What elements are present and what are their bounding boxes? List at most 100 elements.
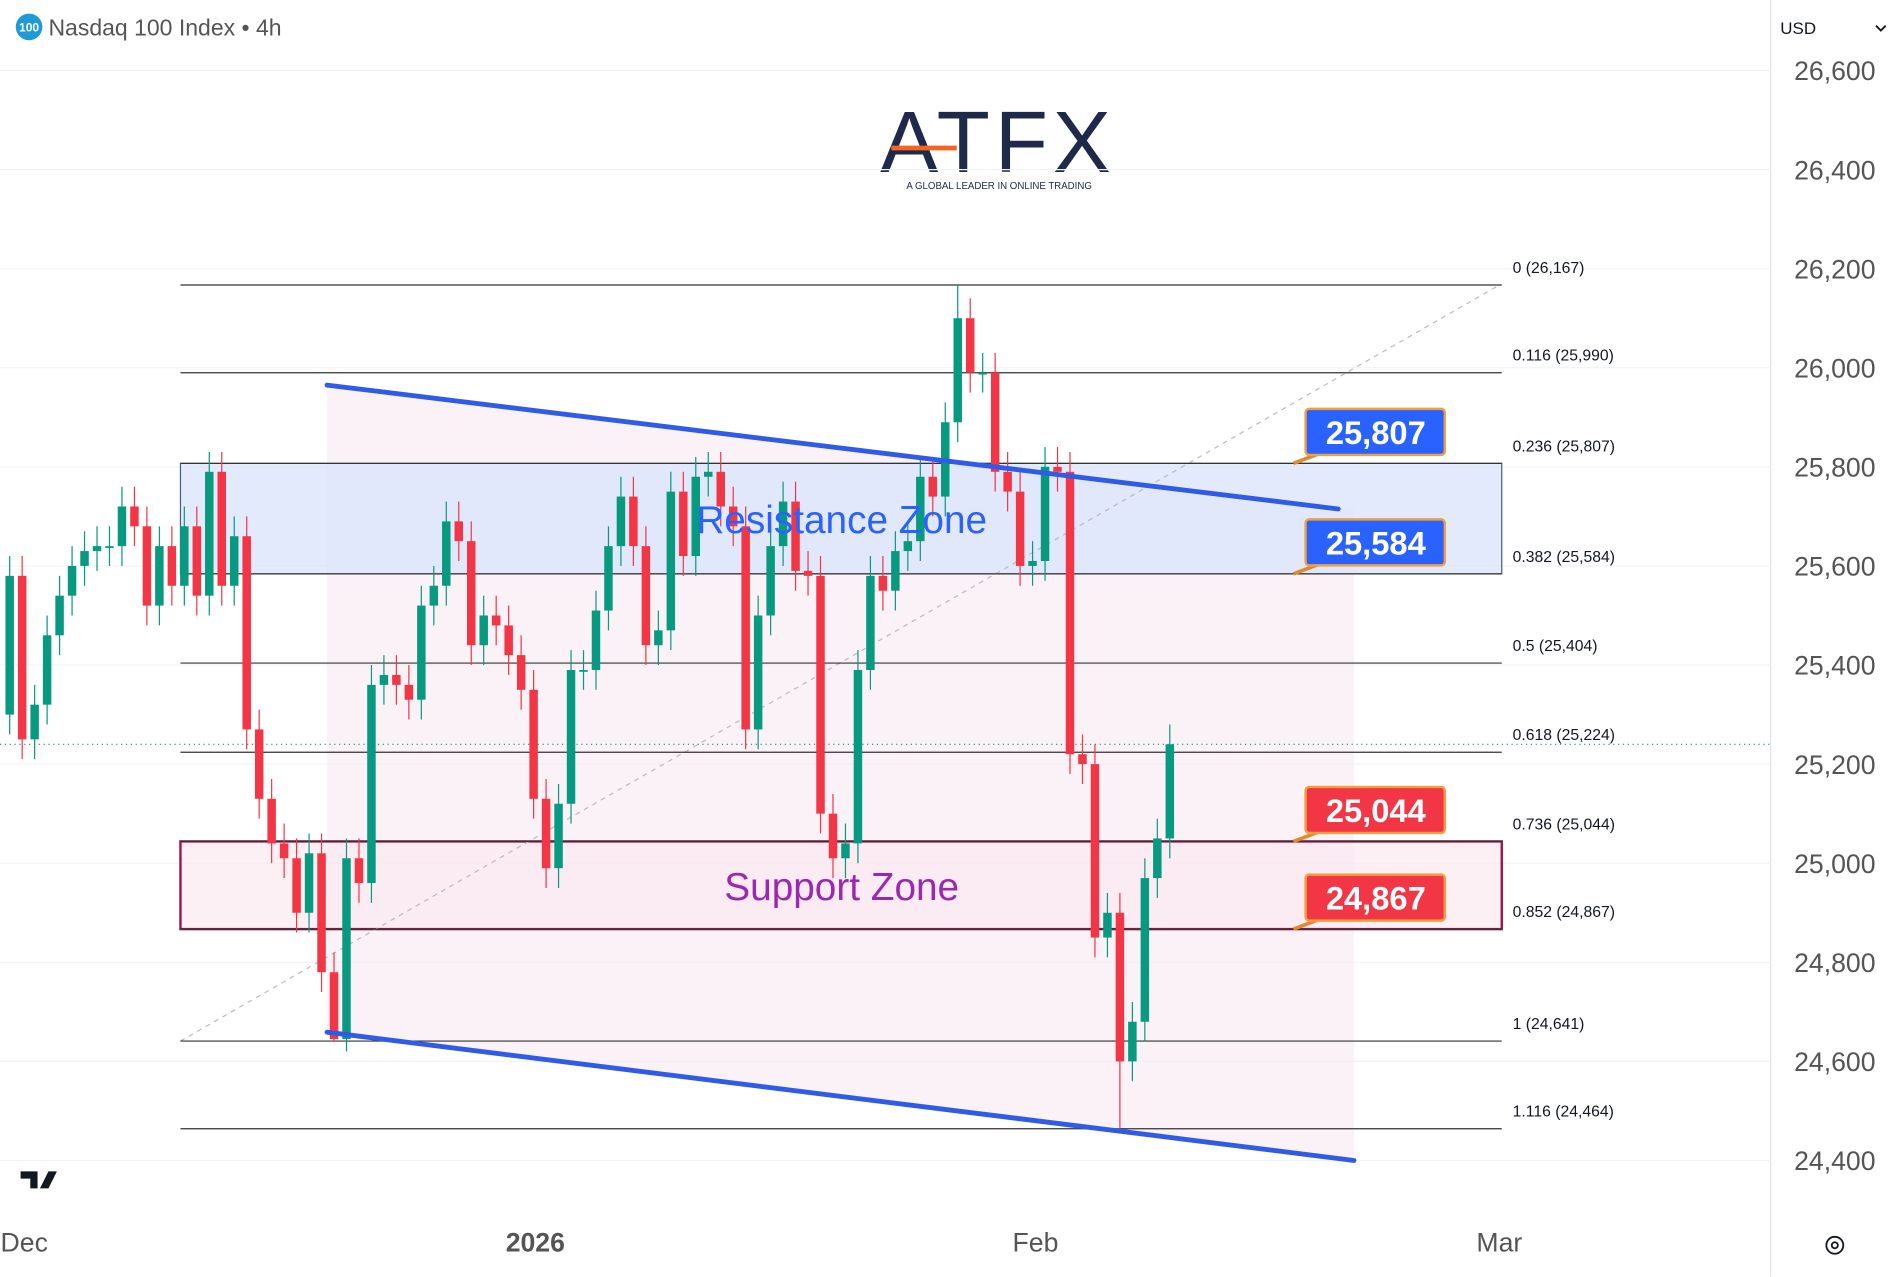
candle-body: [516, 655, 526, 690]
candle-body: [1140, 878, 1150, 1022]
fib-label: 0.382 (25,584): [1513, 549, 1615, 566]
candle-body: [1003, 471, 1012, 492]
candle-body: [741, 526, 750, 730]
fib-label: 1 (24,641): [1513, 1016, 1585, 1033]
fib-label: 0.736 (25,044): [1513, 816, 1615, 833]
fib-label: 1.116 (24,464): [1513, 1104, 1614, 1121]
candle-body: [42, 635, 52, 705]
candle-body: [479, 615, 488, 646]
candle-body: [466, 541, 476, 646]
candle-body: [429, 585, 439, 606]
candle-body: [866, 575, 875, 670]
candle-body: [279, 843, 289, 859]
fib-label: 0.236 (25,807): [1513, 438, 1615, 455]
candle-body: [242, 536, 251, 730]
candle-body: [417, 605, 426, 700]
candle-body: [891, 551, 900, 591]
price-tag: [1304, 407, 1447, 457]
candle-body: [916, 476, 925, 542]
candle-body: [666, 491, 676, 631]
candle-body: [1065, 471, 1075, 755]
candle-body: [1128, 1021, 1137, 1062]
candle-body: [728, 506, 738, 527]
fib-label: 0 (26,167): [1513, 260, 1585, 277]
y-tick-label: 24,800: [1794, 948, 1875, 978]
candle-body: [142, 526, 152, 606]
candle-body: [604, 546, 613, 611]
candle-body: [616, 496, 626, 547]
candle-body: [55, 595, 64, 636]
fib-label: 0.116 (25,990): [1513, 348, 1614, 365]
tradingview-logo: [20, 1171, 57, 1189]
x-tick-label: 2026: [506, 1227, 565, 1257]
candle-body: [229, 536, 239, 586]
channel-fill: [326, 385, 1355, 1161]
x-tick-label: Mar: [1476, 1227, 1522, 1257]
zone-label: Support Zone: [724, 866, 959, 909]
candle-body: [654, 630, 663, 646]
candle-body: [841, 843, 850, 859]
x-tick-label: Dec: [1, 1227, 48, 1257]
candle-body: [679, 491, 688, 557]
candle-body: [454, 521, 464, 542]
candle-body: [641, 546, 651, 646]
candle-body: [80, 551, 89, 566]
symbol-icon: [15, 13, 43, 41]
candle-body: [67, 565, 77, 596]
candle-body: [92, 546, 102, 552]
candle-body: [329, 972, 339, 1040]
candle-body: [704, 471, 713, 477]
candle-body: [990, 372, 1000, 472]
y-tick-label: 25,200: [1794, 750, 1875, 780]
candle-body: [1078, 754, 1087, 765]
candle-body: [292, 858, 301, 913]
candle-body: [130, 506, 139, 527]
candle-body: [978, 372, 987, 375]
candle-body: [554, 803, 563, 869]
price-tag: [1304, 873, 1447, 922]
y-tick-label: 24,400: [1794, 1146, 1875, 1176]
candle-body: [254, 729, 264, 799]
y-tick-label: 26,400: [1794, 155, 1875, 185]
y-tick-label: 25,600: [1794, 552, 1875, 582]
channel-upper: [324, 382, 1341, 512]
candle-body: [716, 471, 725, 507]
candle-body: [504, 625, 513, 656]
candle-body: [1090, 764, 1100, 938]
candle-body: [267, 798, 276, 844]
candle-body: [117, 506, 127, 547]
y-tick-label: 26,200: [1794, 254, 1875, 284]
settings-icon-center: [1830, 1241, 1839, 1250]
candle-body: [342, 858, 351, 1040]
settings-icon[interactable]: [1825, 1235, 1845, 1255]
candle-body: [304, 853, 314, 913]
candle-body: [379, 674, 389, 685]
fib-label: 0.5 (25,404): [1513, 638, 1598, 655]
x-tick-label: Feb: [1013, 1227, 1059, 1257]
candle-body: [1165, 744, 1175, 839]
y-tick-label: 25,800: [1794, 453, 1875, 483]
fib-label: 0.852 (24,867): [1513, 904, 1615, 921]
candle-body: [778, 501, 788, 547]
currency-button[interactable]: [1773, 9, 1895, 47]
candle-body: [953, 318, 962, 423]
symbol-badge: 100: [19, 21, 39, 35]
dropdown-icon: [1875, 25, 1887, 32]
candle-body: [491, 615, 501, 626]
candle-body: [392, 674, 401, 685]
logo: ATFX: [880, 94, 1116, 191]
candle-body: [205, 471, 214, 596]
candle-body: [1040, 466, 1050, 561]
candle-body: [5, 575, 14, 715]
candle-body: [566, 669, 576, 804]
candle-body: [1153, 838, 1162, 879]
candle-body: [17, 575, 27, 740]
candle-body: [155, 546, 164, 606]
candle-body: [965, 318, 975, 373]
currency[interactable]: USD: [1780, 19, 1816, 38]
candle-body: [828, 813, 838, 859]
y-tick-label: 26,000: [1794, 353, 1875, 383]
candle-body: [180, 526, 189, 586]
zone-label: Resistance Zone: [696, 499, 987, 542]
